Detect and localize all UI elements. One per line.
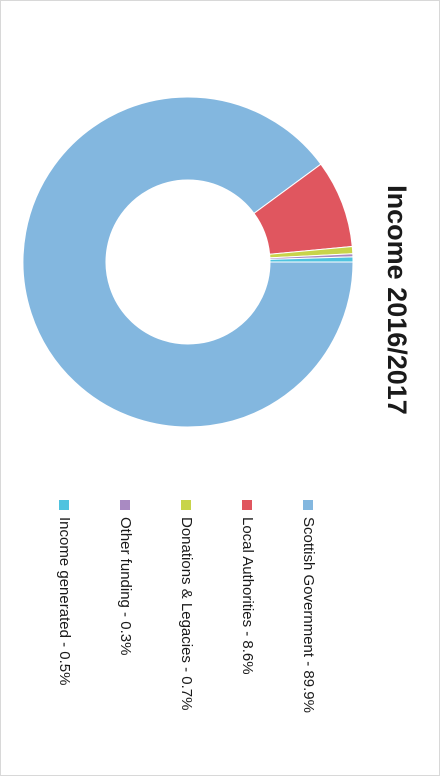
legend-label: Other funding - 0.3% [117,517,134,655]
donut-slice [22,96,354,428]
legend-swatch [242,500,252,510]
legend-swatch [181,500,191,510]
legend-swatch [59,500,69,510]
legend-label: Scottish Government - 89.9% [300,517,317,713]
chart-title: Income 2016/2017 [382,185,412,415]
legend-label: Income generated - 0.5% [56,517,73,685]
legend-label: Local Authorities - 8.6% [239,517,256,675]
donut-slice [269,256,354,263]
legend-swatch [120,500,130,510]
legend-swatch [303,500,313,510]
legend-label: Donations & Legacies - 0.7% [178,517,195,710]
rotated-chart: Income 2016/2017 Scottish Government - 8… [22,96,412,713]
